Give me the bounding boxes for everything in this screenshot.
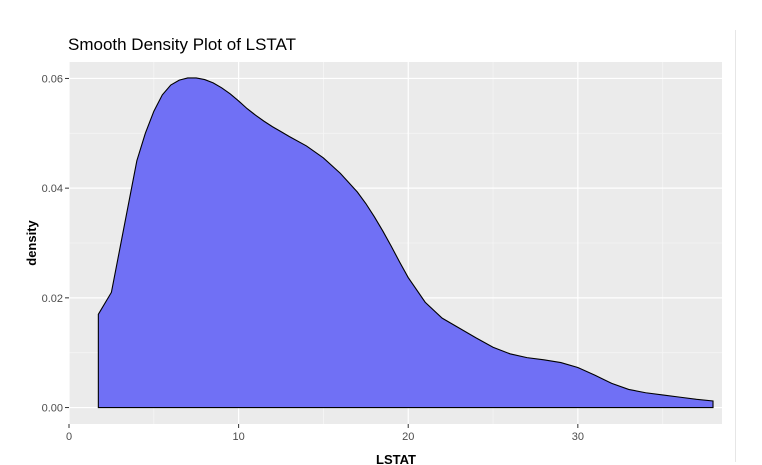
x-axis-title: LSTAT — [376, 452, 416, 465]
y-tick-label: 0.00 — [42, 403, 63, 415]
y-axis-title: density — [24, 219, 39, 265]
page-divider — [735, 30, 736, 462]
chart-title: Smooth Density Plot of LSTAT — [68, 35, 296, 54]
y-axis: 0.00 0.02 0.04 0.06 — [42, 73, 69, 415]
x-tick-label: 20 — [402, 431, 414, 443]
x-tick-label: 30 — [572, 431, 584, 443]
x-tick-label: 0 — [66, 431, 72, 443]
density-line — [97, 77, 714, 409]
y-tick-label: 0.04 — [42, 183, 63, 195]
x-axis: 0 10 20 30 — [66, 424, 584, 443]
density-area — [98, 77, 714, 408]
y-tick-label: 0.02 — [42, 293, 63, 305]
x-tick-label: 10 — [232, 431, 244, 443]
y-tick-label: 0.06 — [42, 73, 63, 85]
